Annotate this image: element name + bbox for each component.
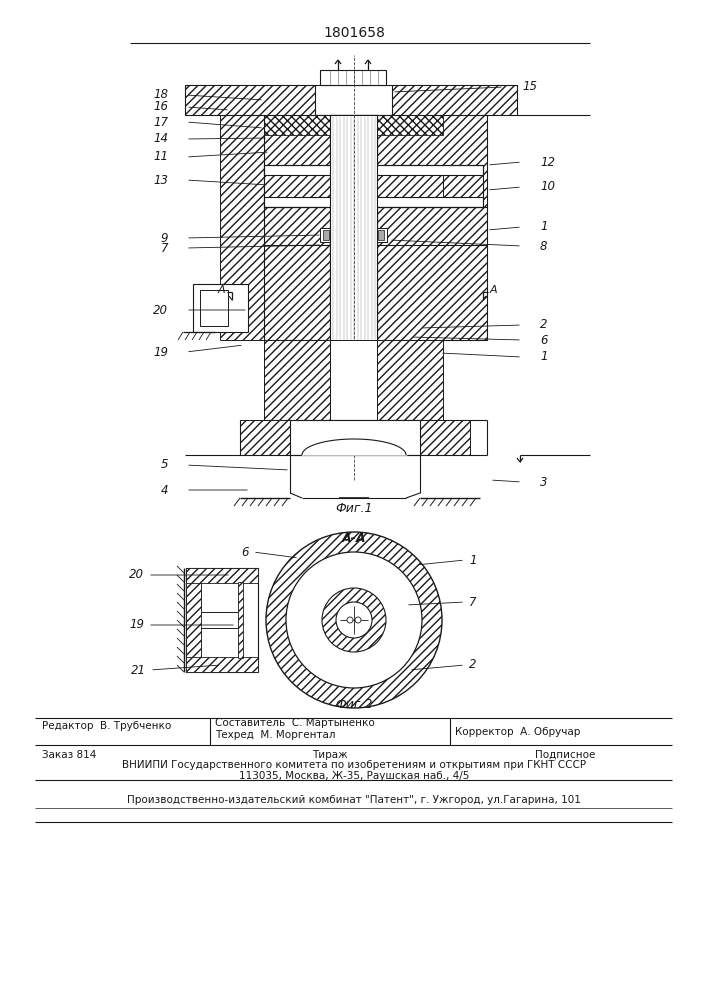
Bar: [264, 197, 483, 207]
Bar: [200, 290, 228, 326]
Bar: [201, 582, 241, 612]
Text: 2: 2: [540, 318, 547, 332]
Text: 7: 7: [160, 241, 168, 254]
Bar: [330, 115, 377, 135]
Text: 6: 6: [540, 334, 547, 347]
Text: Заказ 814: Заказ 814: [42, 750, 96, 760]
Bar: [330, 340, 377, 420]
Bar: [315, 85, 392, 115]
Text: 113035, Москва, Ж-35, Раушская наб., 4/5: 113035, Москва, Ж-35, Раушская наб., 4/5: [239, 771, 469, 781]
Circle shape: [322, 588, 386, 652]
Text: 2: 2: [469, 658, 477, 672]
Text: 14: 14: [153, 132, 168, 145]
Bar: [238, 582, 243, 658]
Text: 1: 1: [469, 554, 477, 566]
Text: Подписное: Подписное: [534, 750, 595, 760]
Text: 7: 7: [469, 595, 477, 608]
Bar: [186, 568, 258, 583]
Bar: [377, 340, 443, 420]
Circle shape: [355, 617, 361, 623]
Text: Фиг.2: Фиг.2: [335, 698, 373, 712]
Bar: [377, 115, 443, 135]
Text: 1801658: 1801658: [323, 26, 385, 40]
Bar: [323, 230, 329, 240]
Bar: [240, 420, 290, 455]
Bar: [392, 85, 517, 115]
Circle shape: [286, 552, 422, 688]
Text: 20: 20: [153, 304, 168, 316]
Text: Составитель  С. Мартыненко: Составитель С. Мартыненко: [215, 718, 375, 728]
Circle shape: [266, 532, 442, 708]
Bar: [220, 115, 330, 340]
Bar: [201, 628, 241, 658]
Text: 1: 1: [540, 351, 547, 363]
Bar: [264, 340, 330, 420]
Bar: [378, 230, 384, 240]
Circle shape: [336, 602, 372, 638]
Text: А: А: [218, 285, 226, 295]
Text: 11: 11: [153, 150, 168, 163]
Text: Редактор  В. Трубченко: Редактор В. Трубченко: [42, 721, 171, 731]
Bar: [375, 228, 387, 242]
Text: 20: 20: [129, 568, 144, 582]
Bar: [185, 85, 315, 115]
Text: 8: 8: [540, 239, 547, 252]
Bar: [264, 165, 330, 207]
Text: 21: 21: [131, 664, 146, 676]
Text: 5: 5: [160, 458, 168, 472]
Text: 9: 9: [160, 232, 168, 244]
Text: 12: 12: [540, 155, 555, 168]
Text: 16: 16: [153, 101, 168, 113]
Bar: [186, 568, 201, 672]
Bar: [330, 115, 377, 340]
Text: 10: 10: [540, 180, 555, 194]
Bar: [330, 115, 377, 420]
Text: 1: 1: [540, 221, 547, 233]
Text: 13: 13: [153, 174, 168, 186]
Text: 4: 4: [160, 484, 168, 496]
Text: Фиг.1: Фиг.1: [335, 502, 373, 514]
Bar: [186, 657, 258, 672]
Text: А-А: А-А: [341, 532, 366, 544]
Text: 19: 19: [153, 346, 168, 359]
Text: 15: 15: [522, 81, 537, 94]
Text: Техред  М. Моргентал: Техред М. Моргентал: [215, 730, 336, 740]
Bar: [290, 420, 420, 455]
Text: 18: 18: [153, 89, 168, 102]
Bar: [264, 165, 483, 175]
Bar: [186, 568, 258, 672]
Text: А: А: [490, 285, 498, 295]
Bar: [320, 70, 386, 85]
Bar: [264, 115, 330, 135]
Text: ВНИИПИ Государственного комитета по изобретениям и открытиям при ГКНТ СССР: ВНИИПИ Государственного комитета по изоб…: [122, 760, 586, 770]
Bar: [320, 228, 332, 242]
Text: Тираж: Тираж: [312, 750, 348, 760]
Circle shape: [347, 617, 353, 623]
Text: 17: 17: [153, 115, 168, 128]
Bar: [377, 165, 443, 207]
Text: 6: 6: [242, 546, 249, 558]
Text: 3: 3: [540, 476, 547, 488]
Bar: [377, 115, 487, 340]
Text: Корректор  А. Обручар: Корректор А. Обручар: [455, 727, 580, 737]
Bar: [193, 284, 248, 332]
Bar: [420, 420, 470, 455]
Text: Производственно-издательский комбинат "Патент", г. Ужгород, ул.Гагарина, 101: Производственно-издательский комбинат "П…: [127, 795, 581, 805]
Bar: [264, 165, 483, 207]
Text: 19: 19: [129, 618, 144, 632]
